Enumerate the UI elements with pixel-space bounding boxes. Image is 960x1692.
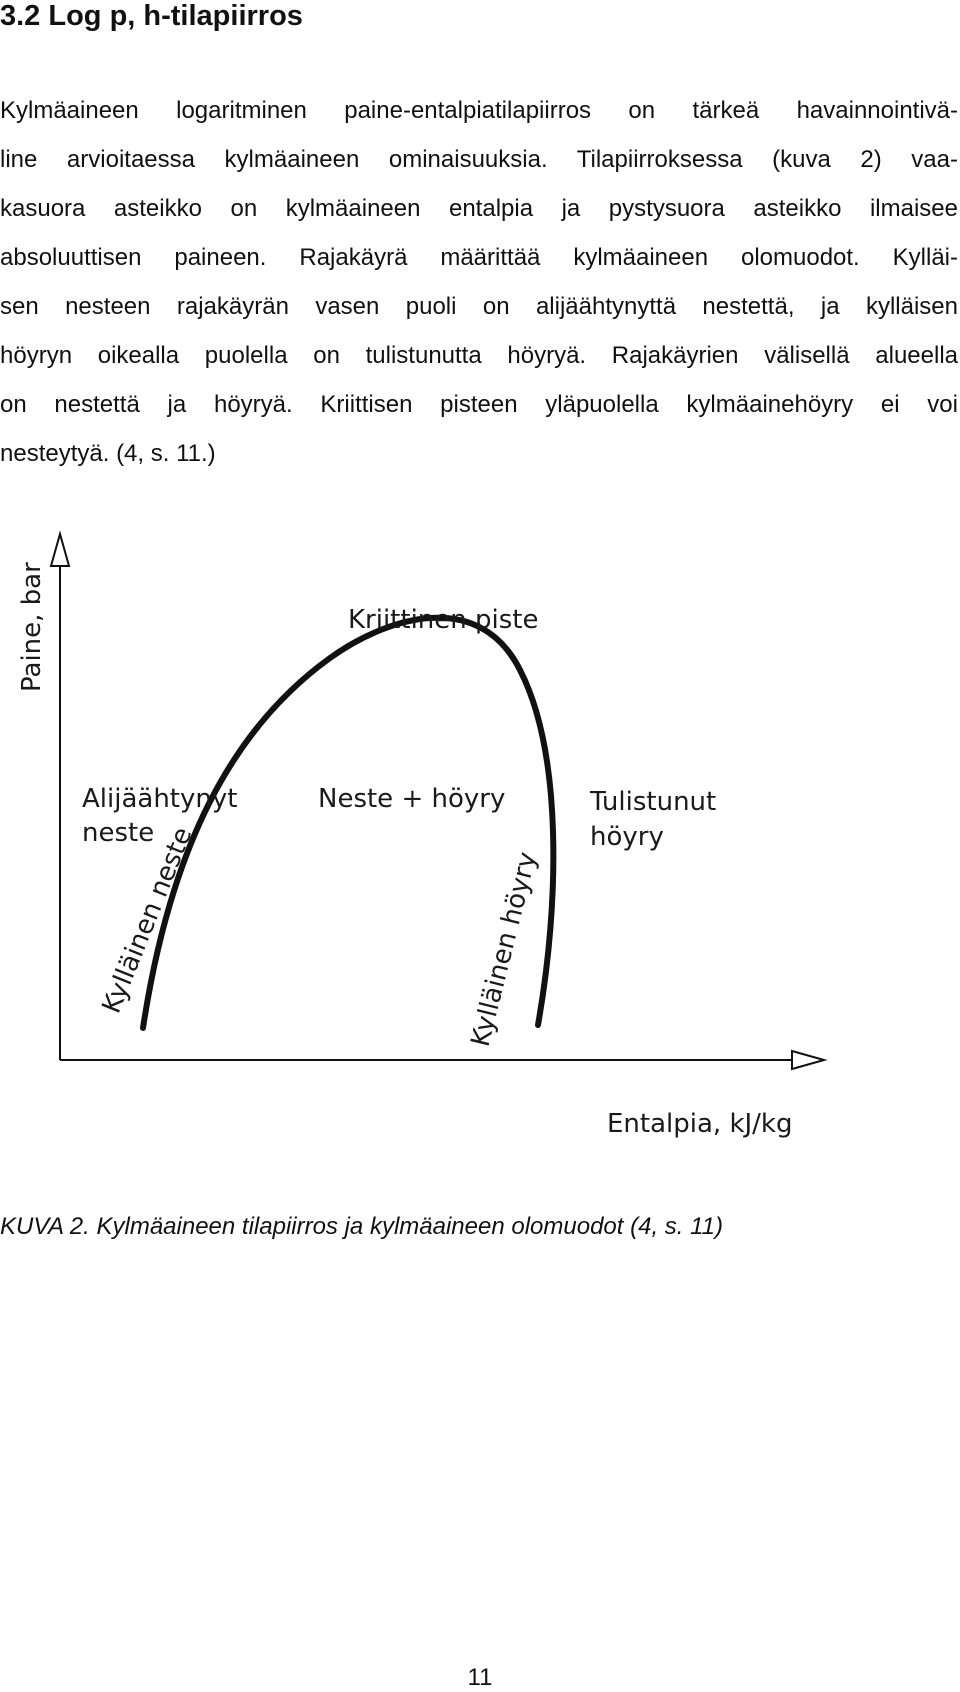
figure-caption: KUVA 2. Kylmäaineen tilapiirros ja kylmä… xyxy=(0,1213,724,1240)
paragraph-line: nesteytyä. (4, s. 11.) xyxy=(0,440,216,467)
paragraph-line: Kylmäaineen logaritminen paine-entalpiat… xyxy=(0,97,958,124)
superheated-vapor-label: Tulistunut xyxy=(589,787,716,817)
y-axis-arrow-icon xyxy=(49,530,71,567)
x-axis-arrow-icon xyxy=(791,1049,828,1071)
subcooled-liquid-label: neste xyxy=(82,818,154,848)
section-heading: 3.2 Log p, h-tilapiirros xyxy=(0,0,303,32)
paragraph-line: absoluuttisen paineen. Rajakäyrä määritt… xyxy=(0,244,958,271)
pressure-enthalpy-diagram: Paine, bar Entalpia, kJ/kg Kriittinen pi… xyxy=(0,520,960,1170)
critical-point-label: Kriittinen piste xyxy=(348,605,538,635)
subcooled-liquid-label: Alijäähtynyt xyxy=(82,784,237,814)
paragraph-line: line arvioitaessa kylmäaineen ominaisuuk… xyxy=(0,146,958,173)
paragraph-line: höyryn oikealla puolella on tulistunutta… xyxy=(0,342,958,369)
page-number: 11 xyxy=(467,1664,493,1691)
paragraph-line: kasuora asteikko on kylmäaineen entalpia… xyxy=(0,195,958,222)
paragraph-line: on nestettä ja höyryä. Kriittisen pistee… xyxy=(0,391,958,418)
y-axis-label: Paine, bar xyxy=(17,562,47,692)
two-phase-label: Neste + höyry xyxy=(318,784,505,814)
superheated-vapor-label: höyry xyxy=(590,822,664,852)
body-paragraph: Kylmäaineen logaritminen paine-entalpiat… xyxy=(0,86,958,478)
x-axis-label: Entalpia, kJ/kg xyxy=(607,1109,793,1139)
saturated-vapor-label: Kylläinen höyry xyxy=(466,849,543,1050)
paragraph-line: sen nesteen rajakäyrän vasen puoli on al… xyxy=(0,293,958,320)
saturation-dome-curve xyxy=(140,614,557,1031)
diagram-canvas: Paine, bar Entalpia, kJ/kg Kriittinen pi… xyxy=(17,530,828,1139)
